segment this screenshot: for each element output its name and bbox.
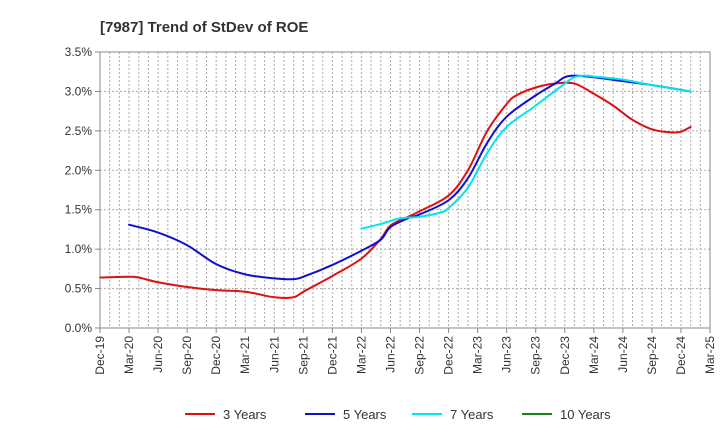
x-tick-label: Dec-19	[93, 336, 107, 375]
x-tick-label: Sep-20	[180, 336, 194, 375]
x-tick-label: Jun-21	[267, 336, 281, 373]
x-axis: Dec-19 Mar-20 Jun-20 Sep-20 Dec-20 Mar-21 Jun-…	[93, 328, 717, 375]
x-tick-label: Sep-23	[529, 336, 543, 375]
legend: 3 Years 5 Years 7 Years 10 Years	[185, 407, 611, 422]
y-tick-label: 3.5%	[65, 45, 93, 59]
series-line-1	[99, 81, 692, 299]
x-tick-label: Jun-23	[500, 336, 514, 373]
x-tick-label: Jun-24	[616, 336, 630, 373]
y-tick-label: 0.5%	[65, 282, 93, 296]
x-tick-label: Mar-22	[354, 336, 368, 374]
y-tick-label: 2.5%	[65, 124, 93, 138]
plot-border	[99, 51, 711, 329]
y-tick-label: 1.5%	[65, 203, 93, 217]
x-tick-label: Dec-23	[558, 336, 572, 375]
x-tick-label: Dec-24	[674, 336, 688, 375]
x-tick-label: Mar-21	[238, 336, 252, 374]
legend-label-4: 10 Years	[560, 407, 611, 422]
x-tick-label: Dec-22	[442, 336, 456, 375]
legend-label-2: 5 Years	[343, 407, 387, 422]
x-tick-label: Dec-21	[325, 336, 339, 375]
x-tick-label: Mar-25	[703, 336, 717, 374]
plot-area	[100, 52, 710, 328]
x-tick-label: Dec-20	[209, 336, 223, 375]
y-tick-label: 1.0%	[65, 242, 93, 256]
x-tick-label: Sep-21	[296, 336, 310, 375]
x-tick-label: Sep-22	[413, 336, 427, 375]
series-line-3	[360, 74, 692, 230]
x-tick-label: Mar-20	[122, 336, 136, 374]
x-tick-label: Jun-22	[383, 336, 397, 373]
legend-label-3: 7 Years	[450, 407, 494, 422]
x-tick-label: Jun-20	[151, 336, 165, 373]
series-lines	[99, 74, 692, 299]
x-tick-label: Sep-24	[645, 336, 659, 375]
chart-title: [7987] Trend of StDev of ROE	[100, 19, 308, 36]
y-tick-label: 3.0%	[65, 84, 93, 98]
y-tick-label: 0.0%	[65, 321, 93, 335]
legend-label-1: 3 Years	[223, 407, 267, 422]
x-tick-label: Mar-24	[587, 336, 601, 374]
y-tick-label: 2.0%	[65, 163, 93, 177]
x-tick-label: Mar-23	[471, 336, 485, 374]
y-axis: 0.0% 0.5% 1.0% 1.5% 2.0% 2.5% 3.0% 3.5%	[65, 45, 100, 335]
